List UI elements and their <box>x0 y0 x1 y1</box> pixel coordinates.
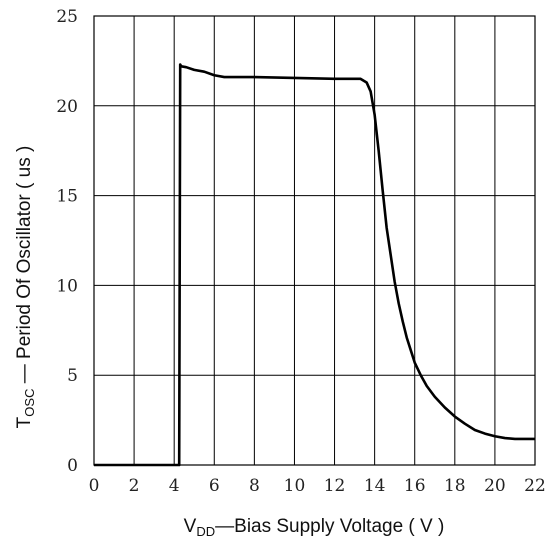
x-tick-label: 10 <box>284 476 306 496</box>
y-tick-label: 10 <box>56 276 78 296</box>
y-axis-title-sub: OSC <box>22 389 37 417</box>
x-tick-label: 20 <box>484 476 506 496</box>
y-axis-title-rest: — Period Of Oscillator ( us ) <box>14 146 35 389</box>
x-axis-title: VDD—Bias Supply Voltage ( V ) <box>184 516 445 539</box>
y-tick-label: 0 <box>67 456 78 476</box>
plot-frame <box>93 15 536 466</box>
x-tick-label: 14 <box>364 476 386 496</box>
x-axis-title-main: V <box>184 516 197 537</box>
x-tick-label: 0 <box>89 476 100 496</box>
y-axis-title-main: T <box>14 416 35 428</box>
y-axis-title: TOSC — Period Of Oscillator ( us ) <box>14 146 37 429</box>
x-axis-title-sub: DD <box>196 524 215 539</box>
x-axis-title-rest: —Bias Supply Voltage ( V ) <box>215 516 444 537</box>
x-tick-label: 4 <box>169 476 180 496</box>
y-tick-label: 15 <box>56 187 78 207</box>
x-axis-ticks: 0 2 4 6 8 10 12 14 16 18 20 22 <box>89 476 546 496</box>
x-tick-label: 2 <box>129 476 140 496</box>
x-tick-label: 6 <box>209 476 220 496</box>
y-tick-label: 20 <box>56 97 78 117</box>
grid <box>93 15 536 466</box>
x-tick-label: 22 <box>524 476 546 496</box>
y-tick-label: 25 <box>56 7 78 27</box>
y-axis-ticks: 0 5 10 15 20 25 <box>56 7 78 476</box>
x-tick-label: 18 <box>444 476 466 496</box>
x-tick-label: 8 <box>249 476 260 496</box>
x-tick-label: 16 <box>404 476 426 496</box>
series-line <box>94 63 535 467</box>
y-tick-label: 5 <box>67 366 78 386</box>
x-tick-label: 12 <box>324 476 346 496</box>
